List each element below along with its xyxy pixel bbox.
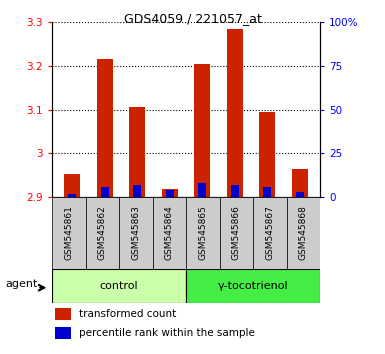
Bar xyxy=(186,197,219,269)
Bar xyxy=(152,197,186,269)
Text: GSM545863: GSM545863 xyxy=(131,206,140,261)
Bar xyxy=(55,327,71,339)
Text: control: control xyxy=(100,281,138,291)
Text: GSM545868: GSM545868 xyxy=(299,206,308,261)
Bar xyxy=(133,185,141,197)
Text: GSM545865: GSM545865 xyxy=(198,206,207,261)
Bar xyxy=(68,194,76,197)
Text: GSM545864: GSM545864 xyxy=(165,206,174,261)
Bar xyxy=(259,112,275,197)
Bar xyxy=(101,187,109,197)
Text: transformed count: transformed count xyxy=(79,309,176,319)
Bar xyxy=(97,59,113,197)
Bar xyxy=(186,269,320,303)
Bar xyxy=(166,190,174,197)
Bar xyxy=(85,197,119,269)
Bar xyxy=(291,170,308,197)
Text: percentile rank within the sample: percentile rank within the sample xyxy=(79,328,254,338)
Text: GSM545861: GSM545861 xyxy=(64,206,73,261)
Bar xyxy=(198,183,206,197)
Bar xyxy=(227,29,243,197)
Bar xyxy=(52,197,85,269)
Bar xyxy=(296,192,304,197)
Text: GDS4059 / 221057_at: GDS4059 / 221057_at xyxy=(124,12,261,25)
Bar xyxy=(286,197,320,269)
Bar xyxy=(52,269,186,303)
Bar xyxy=(219,197,253,269)
Text: agent: agent xyxy=(5,279,38,289)
Text: GSM545862: GSM545862 xyxy=(98,206,107,261)
Text: γ-tocotrienol: γ-tocotrienol xyxy=(218,281,288,291)
Text: GSM545867: GSM545867 xyxy=(265,206,274,261)
Bar xyxy=(129,107,146,197)
Text: GSM545866: GSM545866 xyxy=(232,206,241,261)
Bar xyxy=(263,187,271,197)
Bar xyxy=(231,185,239,197)
Bar xyxy=(194,64,210,197)
Bar xyxy=(162,189,178,197)
Bar xyxy=(253,197,286,269)
Bar xyxy=(119,197,152,269)
Bar xyxy=(55,308,71,320)
Bar xyxy=(64,174,80,197)
